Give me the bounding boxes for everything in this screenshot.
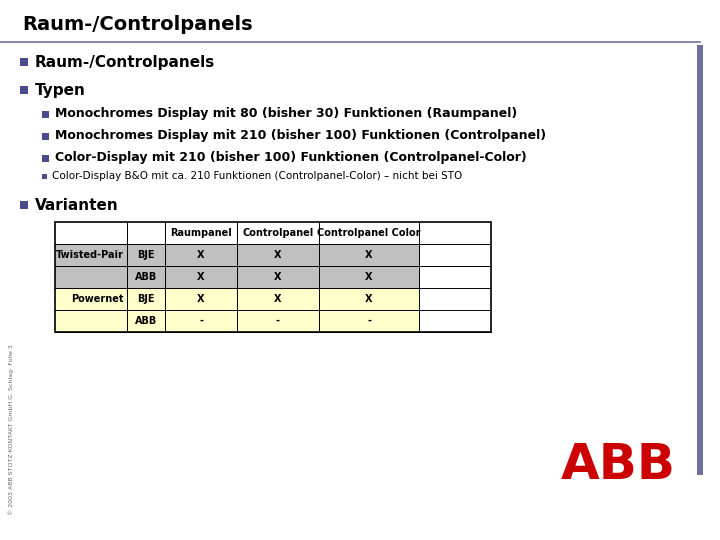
Text: Color-Display B&O mit ca. 210 Funktionen (Controlpanel-Color) – nicht bei STO: Color-Display B&O mit ca. 210 Funktionen…	[52, 171, 462, 181]
Text: BJE: BJE	[138, 294, 155, 304]
Bar	[165, 222, 237, 244]
Text: X: X	[274, 250, 282, 260]
Text: ABB: ABB	[560, 441, 675, 489]
Text: X: X	[274, 272, 282, 282]
Text: X: X	[274, 294, 282, 304]
Bar	[165, 288, 237, 310]
Text: Monochromes Display mit 80 (bisher 30) Funktionen (Raumpanel): Monochromes Display mit 80 (bisher 30) F…	[55, 107, 517, 120]
Bar	[127, 310, 165, 332]
Bar	[127, 244, 165, 266]
Text: X: X	[365, 272, 373, 282]
Text: Typen: Typen	[35, 83, 86, 98]
Bar	[319, 266, 419, 288]
Text: X: X	[197, 272, 204, 282]
Bar	[127, 288, 165, 310]
Bar	[55, 288, 127, 310]
Text: X: X	[197, 250, 204, 260]
Text: Color-Display mit 210 (bisher 100) Funktionen (Controlpanel-Color): Color-Display mit 210 (bisher 100) Funkt…	[55, 152, 527, 165]
Bar	[319, 244, 419, 266]
Bar	[319, 222, 419, 244]
Bar	[419, 266, 491, 288]
Text: Twisted-Pair: Twisted-Pair	[56, 250, 124, 260]
Text: X: X	[365, 294, 373, 304]
Text: Varianten: Varianten	[35, 198, 119, 213]
Bar	[237, 222, 319, 244]
Text: ABB: ABB	[135, 272, 157, 282]
Text: -: -	[367, 316, 371, 326]
Bar	[127, 266, 165, 288]
Bar	[419, 310, 491, 332]
Bar	[165, 266, 237, 288]
Bar	[20, 86, 28, 94]
Bar	[55, 222, 127, 244]
Bar	[237, 310, 319, 332]
Text: Monochromes Display mit 210 (bisher 100) Funktionen (Controlpanel): Monochromes Display mit 210 (bisher 100)…	[55, 130, 546, 143]
Bar	[127, 222, 165, 244]
Bar	[42, 111, 49, 118]
Bar	[237, 244, 319, 266]
Bar	[165, 310, 237, 332]
Text: Controlpanel Color: Controlpanel Color	[318, 228, 420, 238]
Text: ABB: ABB	[135, 316, 157, 326]
Text: Raumpanel: Raumpanel	[170, 228, 232, 238]
Text: Raum-/Controlpanels: Raum-/Controlpanels	[35, 55, 215, 70]
Bar	[419, 244, 491, 266]
Bar	[42, 132, 49, 139]
Text: X: X	[365, 250, 373, 260]
Bar	[20, 58, 28, 66]
Text: Controlpanel: Controlpanel	[243, 228, 314, 238]
Bar	[237, 266, 319, 288]
Text: -: -	[276, 316, 280, 326]
Text: © 2003 ABB STOTZ-KONTAKT GmbH G. Schlag- Folie 3: © 2003 ABB STOTZ-KONTAKT GmbH G. Schlag-…	[8, 345, 14, 516]
Bar	[55, 222, 491, 332]
Text: BJE: BJE	[138, 250, 155, 260]
Bar	[165, 244, 237, 266]
Bar	[42, 154, 49, 161]
Bar	[55, 310, 127, 332]
Bar	[55, 266, 127, 288]
Bar	[20, 201, 28, 209]
Bar	[419, 288, 491, 310]
Text: Powernet: Powernet	[71, 294, 124, 304]
Text: -: -	[199, 316, 203, 326]
Bar	[237, 288, 319, 310]
Bar	[42, 173, 47, 179]
Bar	[55, 244, 127, 266]
Bar	[419, 222, 491, 244]
Text: Raum-/Controlpanels: Raum-/Controlpanels	[22, 16, 253, 35]
Bar	[319, 288, 419, 310]
Text: X: X	[197, 294, 204, 304]
Bar	[319, 310, 419, 332]
Bar	[697, 45, 703, 475]
